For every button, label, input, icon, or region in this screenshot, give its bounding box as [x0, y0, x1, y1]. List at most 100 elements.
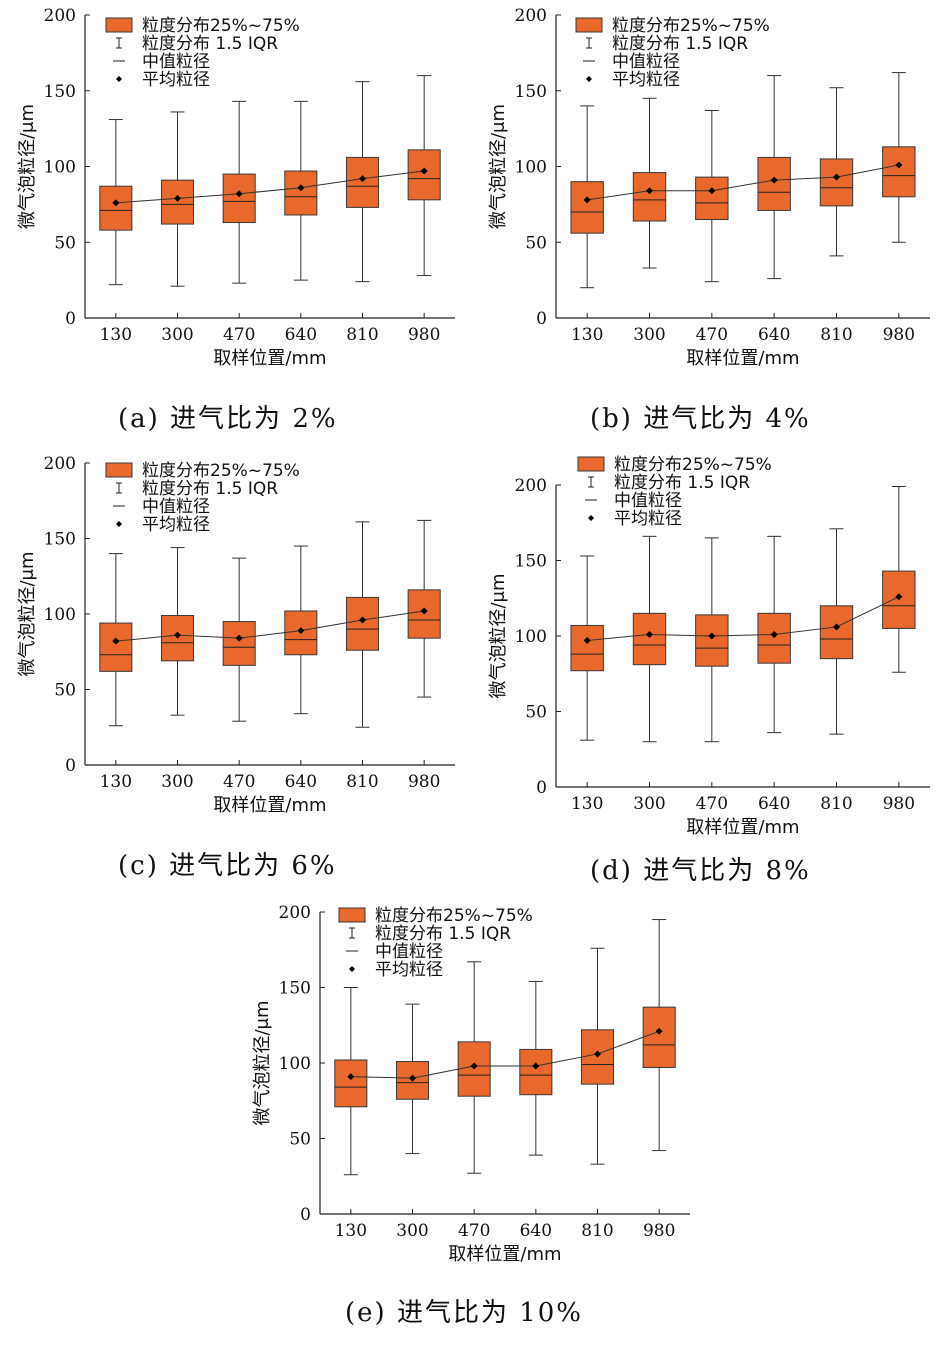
mean-trend-line	[115, 170, 425, 204]
y-tick-label: 50	[54, 681, 76, 701]
chart-svg: 0 50 100 150 200 130 300 470 640 810 980 取样位置/mm 微气泡…	[252, 903, 690, 1265]
y-tick-label: 50	[525, 233, 547, 253]
mean-marker	[646, 630, 653, 638]
mean-marker	[708, 187, 716, 195]
x-tick-label: 300	[161, 325, 193, 345]
mean-marker	[235, 634, 243, 642]
mean-marker	[112, 637, 120, 645]
mean-marker	[895, 161, 903, 169]
chart-panel-c: 0 50 100 150 200 130 300 470 640 810 980 取样位置/mm 微气泡…	[0, 448, 470, 828]
y-tick-label: 150	[515, 82, 547, 102]
chart-panel-a: 0 50 100 150 200 130 300 470 640 810 980 取样位置/mm 微气泡…	[0, 0, 470, 380]
mean-marker	[112, 199, 120, 207]
mean-marker	[174, 631, 181, 639]
x-tick-label: 640	[758, 325, 790, 345]
legend-whisker-label: 粒度分布 1.5 IQR	[612, 34, 748, 54]
iqr-box	[407, 149, 441, 201]
mean-marker	[347, 1073, 355, 1081]
iqr-box	[519, 1048, 553, 1096]
legend-iqr-label: 粒度分布25%~75%	[142, 16, 300, 36]
y-tick-label: 50	[525, 703, 547, 723]
mean-trend-line	[350, 1030, 660, 1079]
x-tick-label: 470	[223, 772, 255, 792]
y-tick-label: 200	[44, 6, 76, 26]
caption-b: (b) 进气比为 4%	[590, 404, 811, 434]
x-tick-label: 810	[820, 794, 852, 814]
x-tick-label: 810	[346, 325, 378, 345]
y-tick-label: 0	[536, 778, 547, 798]
y-tick-label: 100	[515, 627, 547, 647]
iqr-box	[882, 146, 916, 198]
x-tick-label: 300	[633, 325, 665, 345]
caption-a: (a) 进气比为 2%	[118, 404, 338, 434]
iqr-box	[819, 605, 854, 660]
mean-marker	[833, 173, 840, 181]
mean-marker	[594, 1050, 601, 1058]
y-axis-label: 微气泡粒径/μm	[488, 573, 509, 698]
legend-mean-swatch	[116, 521, 122, 527]
legend-box-swatch	[577, 456, 605, 472]
y-tick-label: 0	[65, 309, 76, 329]
iqr-box	[160, 179, 195, 225]
y-tick-label: 200	[515, 6, 547, 26]
iqr-box	[345, 156, 380, 208]
legend-box-swatch	[338, 907, 366, 923]
x-axis-label: 取样位置/mm	[213, 348, 326, 369]
x-tick-label: 810	[346, 772, 378, 792]
x-tick-label: 300	[633, 794, 665, 814]
iqr-box	[284, 170, 318, 216]
legend-mean-swatch	[588, 515, 594, 521]
y-tick-label: 50	[289, 1130, 311, 1150]
legend-mean-swatch	[349, 966, 355, 972]
y-tick-label: 200	[515, 476, 547, 496]
x-tick-label: 810	[581, 1221, 613, 1241]
iqr-box	[570, 181, 604, 234]
mean-marker	[646, 187, 653, 195]
x-tick-label: 980	[408, 772, 440, 792]
y-tick-label: 150	[44, 530, 76, 550]
x-tick-label: 640	[285, 325, 317, 345]
iqr-box	[819, 158, 854, 207]
x-tick-label: 470	[696, 325, 728, 345]
legend-mean-label: 平均粒径	[612, 70, 680, 90]
legend-box-swatch	[105, 17, 133, 33]
mean-marker	[583, 196, 591, 204]
mean-marker	[770, 630, 778, 638]
legend-median-label: 中值粒径	[142, 497, 210, 517]
iqr-box	[222, 621, 256, 666]
mean-marker	[470, 1062, 478, 1070]
mean-marker	[174, 194, 181, 202]
mean-trend-line	[115, 610, 425, 642]
legend-iqr-label: 粒度分布25%~75%	[614, 455, 772, 475]
mean-marker	[297, 184, 305, 192]
chart-panel-e: 0 50 100 150 200 130 300 470 640 810 980 取样位置/mm 微气泡…	[230, 896, 720, 1276]
mean-marker	[420, 607, 428, 615]
x-axis-label: 取样位置/mm	[448, 1244, 561, 1265]
mean-marker	[420, 167, 428, 175]
x-tick-label: 300	[161, 772, 193, 792]
y-tick-label: 150	[44, 82, 76, 102]
mean-trend-line	[587, 596, 900, 642]
y-tick-label: 0	[65, 756, 76, 776]
chart-svg: 0 50 100 150 200 130 300 470 640 810 980 取样位置/mm 微气泡…	[488, 6, 930, 369]
mean-marker	[655, 1027, 663, 1035]
iqr-box	[99, 622, 133, 672]
iqr-box	[632, 612, 667, 666]
legend-whisker-label: 粒度分布 1.5 IQR	[142, 34, 278, 54]
x-tick-label: 130	[100, 325, 132, 345]
y-tick-label: 100	[44, 605, 76, 625]
y-tick-label: 200	[279, 903, 311, 923]
x-tick-label: 470	[458, 1221, 490, 1241]
iqr-box	[757, 156, 791, 211]
x-tick-label: 130	[335, 1221, 367, 1241]
iqr-box	[334, 1059, 368, 1108]
legend-mean-label: 平均粒径	[614, 509, 682, 529]
legend-whisker-label: 粒度分布 1.5 IQR	[614, 473, 750, 493]
caption-c: (c) 进气比为 6%	[118, 851, 337, 881]
legend-median-label: 中值粒径	[614, 491, 682, 511]
y-tick-label: 50	[54, 233, 76, 253]
iqr-box	[695, 176, 729, 221]
legend-median-label: 中值粒径	[142, 52, 210, 72]
legend-median-label: 中值粒径	[375, 942, 443, 962]
legend-iqr-label: 粒度分布25%~75%	[142, 461, 300, 481]
